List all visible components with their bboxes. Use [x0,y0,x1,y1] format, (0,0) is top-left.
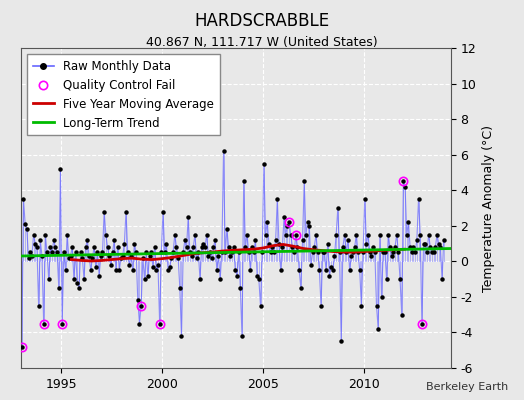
Y-axis label: Temperature Anomaly (°C): Temperature Anomaly (°C) [482,124,495,292]
Text: 40.867 N, 111.717 W (United States): 40.867 N, 111.717 W (United States) [146,36,378,49]
Text: HARDSCRABBLE: HARDSCRABBLE [194,12,330,30]
Text: Berkeley Earth: Berkeley Earth [426,382,508,392]
Legend: Raw Monthly Data, Quality Control Fail, Five Year Moving Average, Long-Term Tren: Raw Monthly Data, Quality Control Fail, … [27,54,220,136]
